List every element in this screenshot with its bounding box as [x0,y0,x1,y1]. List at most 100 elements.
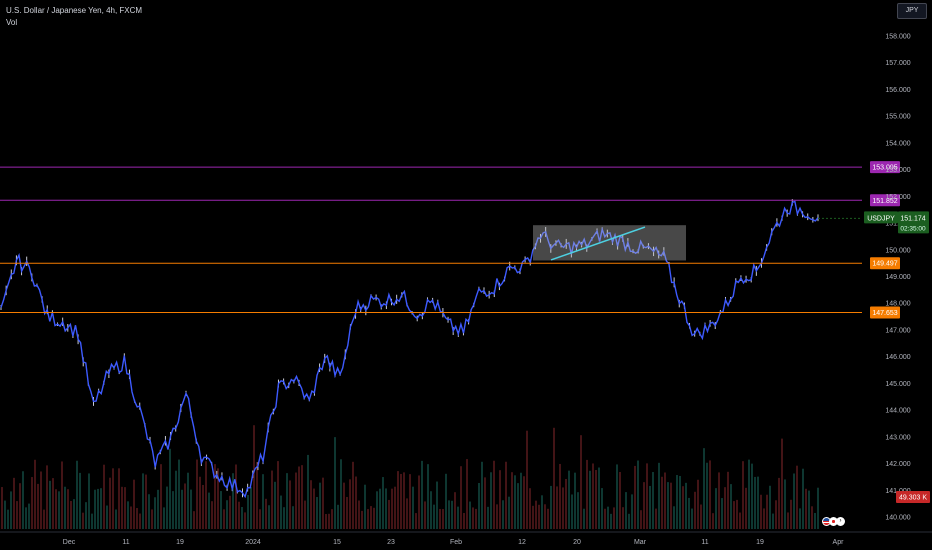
volume-bar [511,472,513,529]
price-tick-label: 149.000 [885,274,910,281]
volume-bar [433,504,435,529]
volume-bar [304,500,306,529]
volume-bar [760,494,762,529]
price-tick-label: 146.000 [885,354,910,361]
volume-bar [31,477,33,529]
price-tick-label: 155.000 [885,114,910,121]
volume-bar [358,500,360,529]
volume-bars [1,425,819,529]
volume-bar [697,479,699,529]
volume-bar [106,505,108,529]
volume-bar [547,508,549,529]
volume-bar [529,488,531,529]
volume-bar [814,512,816,529]
volume-bar [217,468,219,529]
volume-bar [46,465,48,529]
volume-bar [694,491,696,529]
volume-bar [337,504,339,529]
volume-bar [568,470,570,529]
volume-bar [556,486,558,529]
volume-bar [574,472,576,529]
volume-bar [544,504,546,529]
volume-bar [430,491,432,529]
volume-bar [64,486,66,529]
volume-bar [373,507,375,529]
volume-bar [745,487,747,529]
volume-bar [229,495,231,529]
time-tick-label: 23 [387,539,395,546]
volume-bar [175,470,177,529]
volume-bar [706,462,708,529]
volume-bar [250,486,252,529]
volume-bar [787,512,789,529]
volume-bar [58,491,60,529]
volume-bar [598,467,600,529]
volume-bar [541,495,543,529]
symbol-tag-label: USDJPY [867,215,895,222]
volume-bar [424,501,426,529]
chart-legend: U.S. Dollar / Japanese Yen, 4h, FXCM Vol [6,5,142,29]
volume-bar [154,497,156,529]
volume-bar [742,461,744,529]
volume-bar [640,510,642,529]
volume-bar [247,495,249,529]
volume-bar [40,471,42,529]
level-price-tag [870,161,900,174]
level-price-tag [870,194,900,207]
volume-bar [259,509,261,529]
volume-bar [679,475,681,529]
volume-bar [16,501,18,529]
volume-bar [367,509,369,529]
volume-bar [562,487,564,529]
symbol-title[interactable]: U.S. Dollar / Japanese Yen, 4h, FXCM [6,6,143,15]
volume-bar [388,499,390,529]
volume-bar [103,464,105,529]
volume-bar [7,509,9,529]
volume-bar [88,473,90,529]
volume-bar [730,484,732,529]
volume-bar [187,472,189,529]
country-flags[interactable]: › [822,517,845,526]
volume-bar [463,513,465,529]
volume-bar [376,491,378,529]
volume-bar [124,487,126,529]
volume-bar [202,484,204,529]
volume-bar [580,435,582,529]
volume-bar [133,479,135,529]
currency-button[interactable]: JPY [897,3,927,19]
time-tick-label: 11 [122,539,129,546]
volume-bar [445,473,447,529]
volume-bar [352,461,354,529]
volume-bar [76,460,78,529]
volume-bar [436,481,438,529]
time-tick-label: Mar [634,539,647,546]
volume-bar [418,475,420,529]
volume-bar [499,470,501,529]
volume-bar [25,507,27,529]
volume-bar [67,489,69,529]
volume-bar [691,508,693,529]
volume-bar [514,475,516,529]
volume-bar [37,483,39,529]
volume-bar [673,506,675,529]
volume-bar [796,465,798,529]
volume-bar [448,500,450,529]
volume-bar [592,463,594,529]
volume-bar [766,494,768,529]
volume-bar [91,513,93,529]
volume-bar [655,508,657,529]
volume-bar [145,474,147,529]
volume-bar [523,476,525,529]
volume-bar [457,506,459,529]
volume-bar [100,488,102,529]
volume-bar [199,476,201,529]
volume-bar [394,486,396,529]
volume-bar [364,484,366,529]
volume-bar [565,478,567,529]
volume-bar [631,494,633,529]
volume-bar [298,466,300,529]
volume-bar [163,507,165,529]
volume-indicator-label[interactable]: Vol [6,18,18,27]
volume-bar [97,488,99,529]
